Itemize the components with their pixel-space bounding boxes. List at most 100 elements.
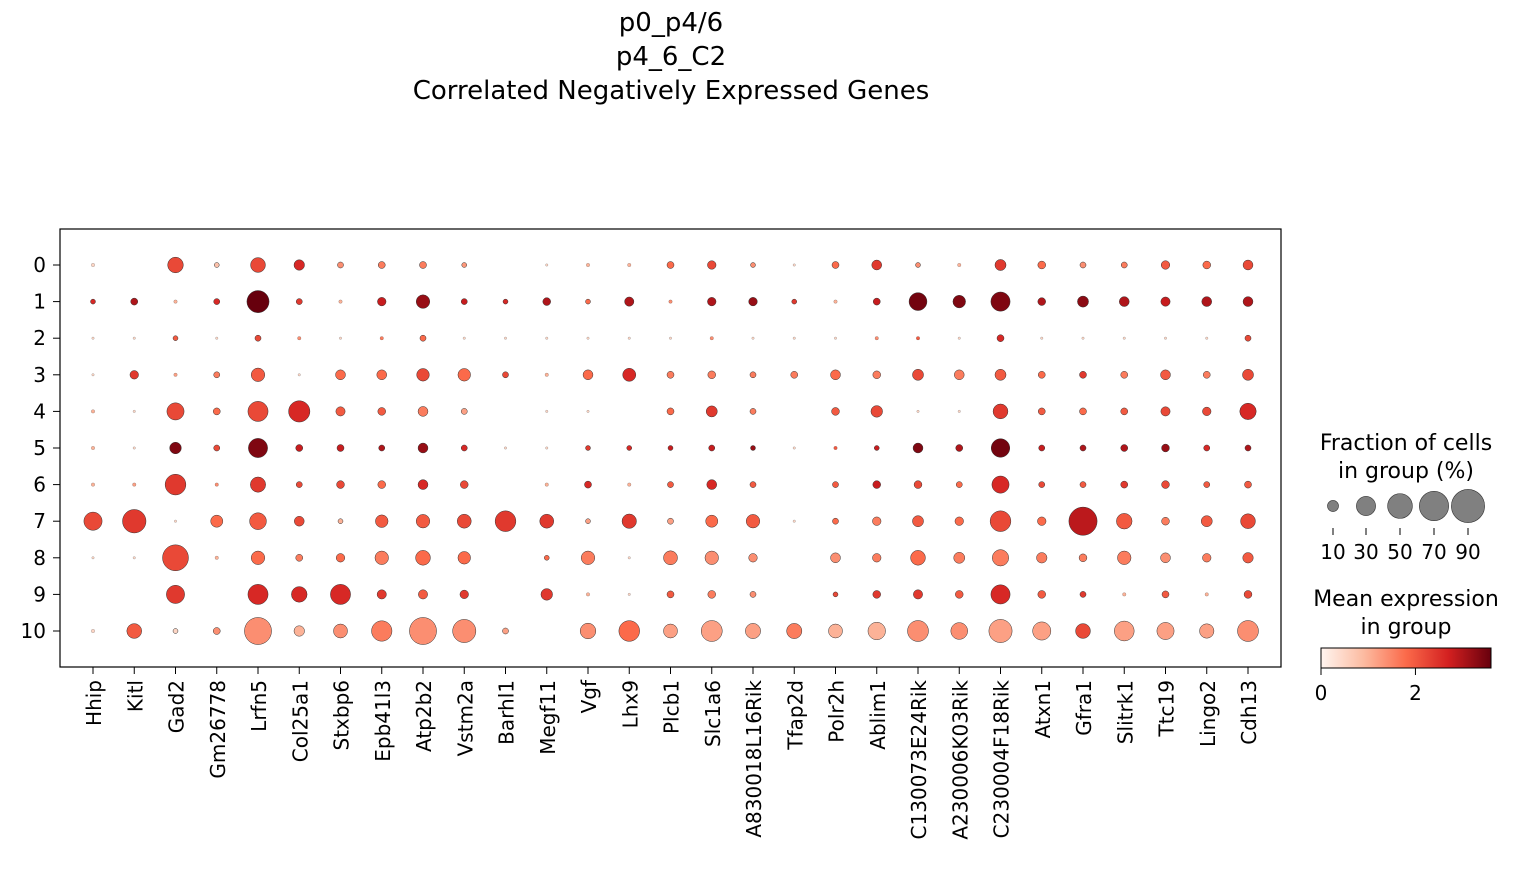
- dot-2-Lrfn5: [254, 334, 262, 342]
- size-legend-label-30: 30: [1353, 540, 1378, 564]
- y-tick-label-5: 5: [33, 436, 46, 460]
- dot-2-Atxn1: [1040, 336, 1044, 340]
- dot-4-Gad2: [166, 402, 185, 421]
- dot-6-C230004F18Rik: [991, 475, 1010, 494]
- dot-4-Vstm2a: [460, 408, 468, 415]
- dot-10-Lingo2: [1199, 623, 1215, 639]
- dot-1-Stxbp6: [338, 299, 343, 304]
- size-legend-dot-50: [1387, 493, 1413, 519]
- colorbar: [1320, 647, 1492, 669]
- dot-3-Cdh13: [1242, 369, 1254, 381]
- dot-5-Tfap2d: [792, 446, 796, 450]
- size-legend-label-10: 10: [1320, 540, 1345, 564]
- dot-10-Col25a1: [293, 625, 305, 637]
- dot-3-A230006K03Rik: [954, 369, 965, 380]
- dot-0-Lhx9: [627, 263, 632, 267]
- dot-1-Barhl1: [502, 298, 509, 305]
- size-legend-dot-70: [1419, 491, 1449, 521]
- dot-5-Polr2h: [833, 446, 838, 450]
- dot-10-Plcb1: [663, 623, 678, 639]
- dot-3-A830018L16Rik: [749, 371, 757, 379]
- dot-2-Stxbp6: [339, 336, 342, 340]
- dot-6-Ttc19: [1161, 480, 1170, 489]
- dot-9-A830018L16Rik: [749, 591, 757, 598]
- dot-1-C230004F18Rik: [990, 291, 1011, 312]
- y-axis: 0 1 2 3 4 5 6 7 8 9 10: [21, 253, 60, 643]
- dot-2-Epb41l3: [379, 336, 384, 341]
- dot-9-Lingo2: [1204, 592, 1209, 597]
- dot-7-C130073E24Rik: [912, 515, 924, 527]
- y-tick-label-4: 4: [33, 399, 46, 423]
- dot-6-Hhip: [91, 482, 95, 487]
- dot-7-Epb41l3: [375, 514, 389, 528]
- dot-1-Gad2: [173, 299, 178, 304]
- dot-6-Gfra1: [1079, 481, 1087, 488]
- dot-4-A830018L16Rik: [749, 408, 757, 415]
- dot-2-Slitrk1: [1122, 336, 1126, 340]
- dot-0-Lrfn5: [250, 257, 266, 273]
- dot-0-Ablim1: [871, 259, 882, 271]
- dot-5-Atp2b2: [417, 442, 429, 454]
- dot-7-A830018L16Rik: [745, 514, 761, 529]
- dot-3-Slc1a6: [707, 370, 716, 379]
- dot-1-Lrfn5: [246, 290, 270, 313]
- dot-5-A230006K03Rik: [955, 444, 963, 452]
- dot-6-Col25a1: [295, 481, 303, 488]
- dot-0-Polr2h: [831, 261, 840, 269]
- dot-5-Cdh13: [1244, 444, 1252, 452]
- dot-5-Gfra1: [1079, 444, 1087, 452]
- dot-0-C230004F18Rik: [994, 259, 1007, 271]
- dot-2-Gm26778: [215, 336, 219, 340]
- x-tick-label-Tfap2d: Tfap2d: [783, 680, 807, 751]
- dot-10-C230004F18Rik: [988, 619, 1013, 643]
- dot-2-Cdh13: [1244, 334, 1252, 342]
- colorbar-tick-label-0: 0: [1315, 681, 1328, 705]
- dot-7-Ablim1: [872, 516, 882, 526]
- dot-7-Vgf: [585, 518, 591, 524]
- dot-8-Gfra1: [1078, 553, 1088, 562]
- dot-5-C130073E24Rik: [912, 442, 924, 454]
- x-tick-label-Hhip: Hhip: [82, 680, 106, 726]
- size-legend-dot-10: [1327, 500, 1339, 512]
- dot-6-Slitrk1: [1120, 480, 1128, 489]
- dot-6-Atxn1: [1038, 481, 1046, 488]
- dot-1-Atp2b2: [415, 294, 431, 309]
- dot-4-Epb41l3: [377, 407, 386, 416]
- x-tick-label-Atp2b2: Atp2b2: [412, 680, 436, 752]
- dot-8-Hhip: [91, 556, 95, 560]
- dot-2-Gad2: [172, 335, 179, 341]
- dot-10-Barhl1: [502, 627, 509, 635]
- title-line-1: p0_p4/6: [618, 8, 724, 38]
- dot-3-Epb41l3: [376, 369, 387, 380]
- x-tick-label-Slc1a6: Slc1a6: [701, 680, 725, 747]
- dot-0-Gm26778: [214, 262, 220, 268]
- x-tick-label-Gad2: Gad2: [165, 680, 189, 733]
- dot-5-Hhip: [91, 446, 95, 450]
- dot-3-Vgf: [582, 369, 594, 380]
- dot-0-Ttc19: [1160, 260, 1171, 270]
- dot-4-C130073E24Rik: [916, 410, 920, 413]
- dot-5-Gm26778: [213, 444, 221, 452]
- dot-3-Hhip: [91, 373, 95, 377]
- dot-9-Megf11: [540, 588, 553, 601]
- dot-2-Megf11: [545, 336, 549, 340]
- dot-3-Vstm2a: [457, 368, 471, 382]
- dot-8-Lingo2: [1202, 553, 1212, 563]
- dot-10-Kitl: [126, 623, 142, 639]
- y-tick-label-8: 8: [33, 546, 46, 570]
- dot-4-Slc1a6: [705, 405, 718, 418]
- dot-8-Vgf: [580, 550, 596, 565]
- dot-0-A830018L16Rik: [750, 262, 756, 268]
- y-tick-label-1: 1: [33, 290, 46, 314]
- dot-6-Gm26778: [214, 482, 219, 487]
- dot-6-Epb41l3: [377, 480, 386, 489]
- dot-2-Col25a1: [297, 336, 302, 341]
- colorbar-tick-label-2: 2: [1409, 681, 1422, 705]
- x-tick-label-Megf11: Megf11: [536, 680, 560, 755]
- dot-7-Gad2: [174, 519, 177, 523]
- dot-6-Plcb1: [667, 481, 674, 488]
- dot-8-C130073E24Rik: [910, 550, 926, 566]
- dot-2-Lingo2: [1205, 336, 1209, 340]
